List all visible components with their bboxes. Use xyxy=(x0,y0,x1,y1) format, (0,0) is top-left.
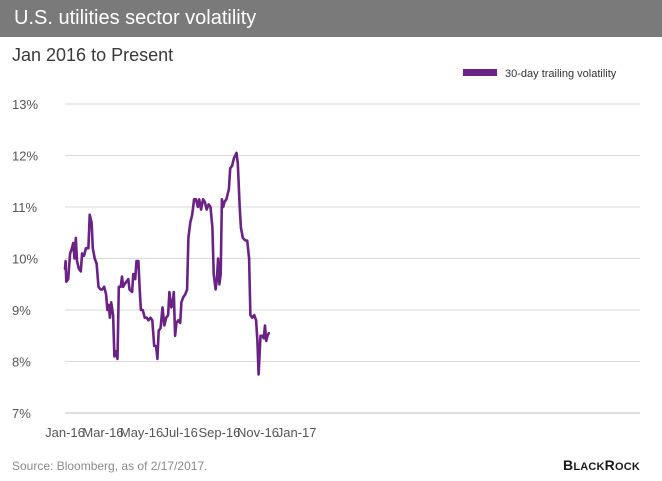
series-layer xyxy=(63,151,271,376)
chart-title: U.S. utilities sector volatility xyxy=(14,7,257,29)
y-tick-label: 13% xyxy=(12,97,38,112)
source-note: Source: Bloomberg, as of 2/17/2017. xyxy=(12,459,208,473)
y-tick-label: 8% xyxy=(12,355,31,370)
legend-swatch xyxy=(463,69,497,76)
title-bar: U.S. utilities sector volatility xyxy=(0,0,662,37)
x-tick-label: Mar-16 xyxy=(82,425,123,440)
y-tick-label: 7% xyxy=(12,406,31,421)
legend-label: 30-day trailing volatility xyxy=(505,68,617,80)
x-tick-label: Sep-16 xyxy=(198,425,240,440)
chart-subtitle: Jan 2016 to Present xyxy=(12,45,174,65)
y-tick-label: 11% xyxy=(12,200,37,215)
grid-layer xyxy=(65,103,640,414)
x-tick-label: Jan-17 xyxy=(277,425,317,440)
y-tick-label: 10% xyxy=(12,252,38,267)
x-tick-label: May-16 xyxy=(120,425,163,440)
series-line-30-day-trailing-volatility xyxy=(63,151,271,376)
y-tick-label: 9% xyxy=(12,303,31,318)
legend: 30-day trailing volatility xyxy=(463,68,617,80)
x-tick-label: Nov-16 xyxy=(237,425,279,440)
y-tick-label: 12% xyxy=(12,149,38,164)
blackrock-logo: BLACKROCK xyxy=(563,457,641,473)
x-tick-label: Jan-16 xyxy=(45,425,85,440)
x-tick-label: Jul-16 xyxy=(162,425,197,440)
